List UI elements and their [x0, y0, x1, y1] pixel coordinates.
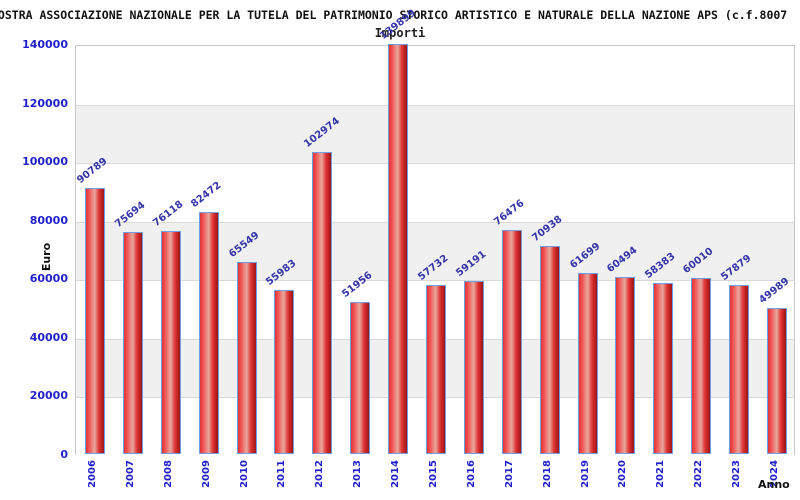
x-tick-label: 2019 — [579, 460, 591, 488]
bar-2017 — [501, 230, 522, 454]
x-tick-label: 2008 — [162, 460, 174, 488]
gridline — [76, 104, 794, 106]
bar-2021 — [653, 283, 674, 454]
x-tick-label: 2023 — [731, 460, 743, 488]
y-tick-label: 120000 — [22, 96, 68, 110]
y-tick-label: 100000 — [22, 155, 68, 169]
bar-2022 — [691, 278, 712, 454]
x-tick-label: 2011 — [276, 460, 288, 488]
grid-band — [76, 46, 794, 105]
bar-2009 — [198, 212, 219, 454]
x-tick-label: 2012 — [314, 460, 326, 488]
bar-2018 — [539, 246, 560, 454]
x-tick-label: 2009 — [200, 460, 212, 488]
bar-2012 — [312, 152, 333, 454]
y-tick-label: 140000 — [22, 38, 68, 51]
x-tick-label: 2010 — [238, 460, 250, 488]
x-tick-label: 2018 — [541, 460, 553, 488]
bar-2015 — [426, 284, 446, 454]
y-tick-label: 20000 — [29, 389, 68, 403]
x-tick-label: 2007 — [124, 460, 136, 488]
chart-subtitle: Importi — [374, 26, 426, 40]
gridline — [76, 163, 794, 165]
y-tick-label: 60000 — [29, 272, 68, 286]
bar-2016 — [463, 280, 484, 454]
x-tick-label: 2017 — [503, 460, 515, 488]
x-tick-label: 2013 — [352, 460, 364, 488]
x-tick-label: 2020 — [617, 460, 629, 488]
grid-band — [76, 221, 794, 281]
plot-area: 90789 75694 76118 82472 65549 55983 102974 5195… — [75, 8, 795, 456]
bar-2007 — [122, 232, 143, 454]
x-tick-label: 2006 — [86, 460, 98, 488]
bar-2014 — [388, 44, 409, 454]
y-tick-label: 40000 — [29, 330, 68, 344]
grid-band — [76, 104, 794, 164]
y-tick-label: 80000 — [29, 213, 68, 227]
bar-2010 — [236, 262, 257, 454]
x-tick-label: 2016 — [465, 460, 477, 488]
bar-2008 — [160, 231, 181, 454]
bar-2013 — [350, 301, 371, 454]
bar-2019 — [577, 273, 598, 454]
x-tick-label: 2022 — [693, 460, 705, 488]
chart-title: NOSTRA ASSOCIAZIONE NAZIONALE PER LA TUT… — [0, 8, 788, 22]
x-axis-title: Anno — [758, 478, 790, 491]
grid-band — [76, 163, 794, 222]
x-tick-label: 2015 — [428, 460, 439, 488]
bar-2006 — [84, 188, 105, 454]
bar-2011 — [274, 290, 295, 454]
bar-2020 — [615, 276, 636, 454]
bar-2024 — [767, 307, 788, 454]
y-tick-label: 0 — [60, 448, 68, 461]
x-tick-label: 2014 — [390, 460, 402, 488]
x-tick-label: 2021 — [655, 460, 667, 488]
gridline — [76, 280, 794, 282]
bar-2023 — [729, 284, 750, 454]
gridline — [76, 221, 794, 223]
